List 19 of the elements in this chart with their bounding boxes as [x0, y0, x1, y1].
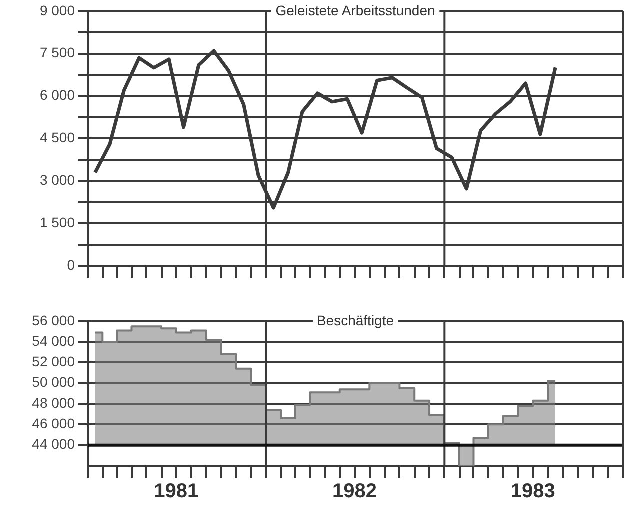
y-tick-label: 50 000: [32, 374, 76, 390]
y-tick-label: 3 000: [40, 172, 76, 188]
x-tick-label: 1983: [510, 480, 556, 503]
chart-title: Geleistete Arbeitsstunden: [276, 2, 436, 18]
x-tick-label: 1981: [154, 480, 199, 503]
y-tick-label: 1 500: [40, 214, 76, 230]
x-tick-label: 1982: [332, 480, 378, 503]
y-tick-label: 7 500: [40, 44, 76, 61]
y-tick-label: 52 000: [32, 354, 76, 370]
y-tick-label: 44 000: [32, 436, 76, 452]
y-tick-label: 6 000: [40, 87, 76, 104]
y-tick-label: 46 000: [32, 416, 76, 432]
y-tick-label: 56 000: [32, 312, 76, 328]
y-tick-label: 0: [67, 256, 76, 273]
y-tick-label: 4 500: [40, 130, 76, 146]
y-tick-label: 48 000: [32, 394, 76, 411]
chart-title: Beschäftigte: [316, 312, 394, 328]
y-tick-label: 9 000: [40, 2, 76, 18]
y-tick-label: 54 000: [32, 332, 76, 349]
